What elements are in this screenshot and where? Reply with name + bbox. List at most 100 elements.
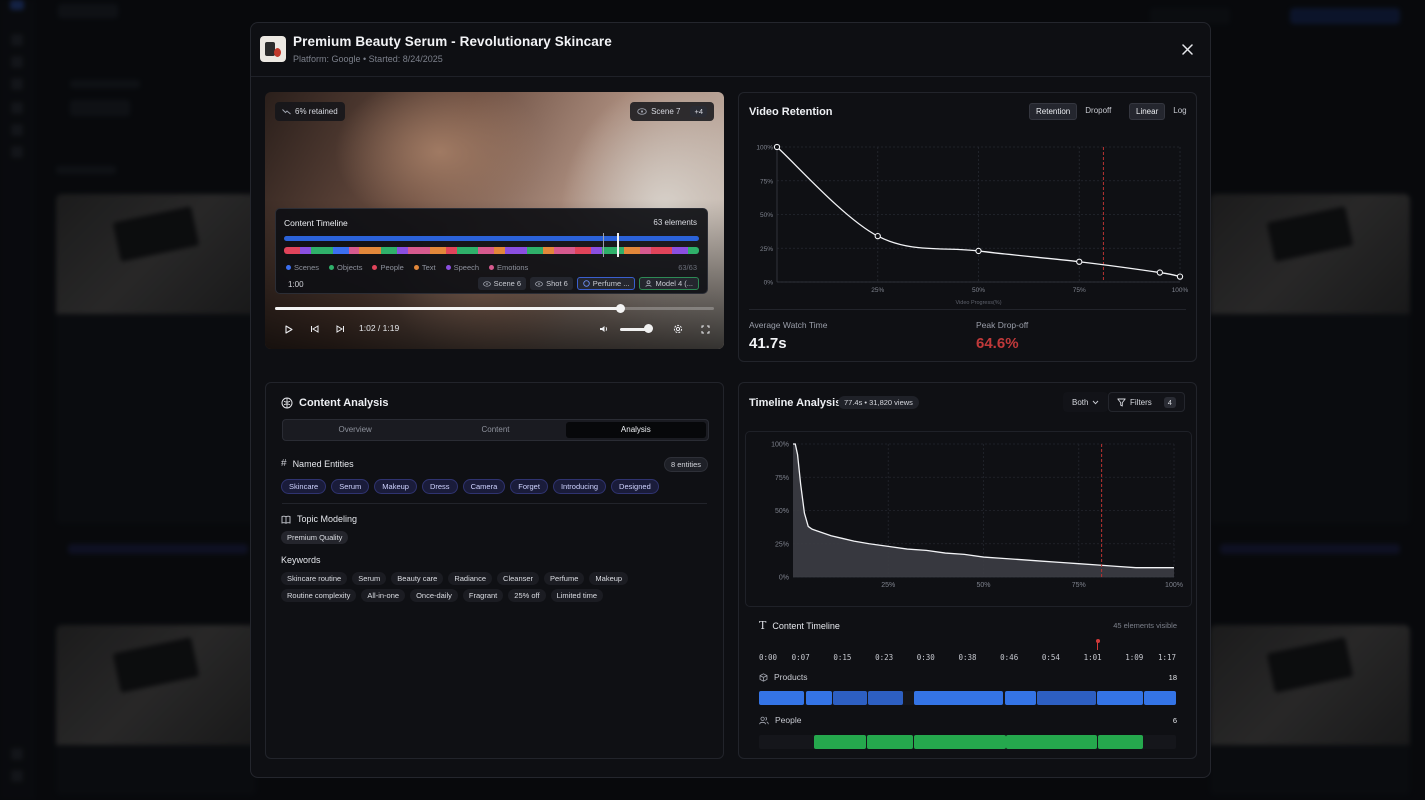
topic-modeling-title: Topic Modeling	[297, 514, 358, 524]
shot-chip[interactable]: Shot 6	[530, 277, 573, 290]
data-point	[874, 232, 881, 240]
timeline-playhead[interactable]	[1097, 641, 1098, 650]
close-button[interactable]	[1178, 40, 1196, 58]
keyword-chip[interactable]: Cleanser	[497, 572, 540, 585]
element-segment[interactable]	[310, 247, 333, 254]
content-timeline-header: T Content Timeline	[759, 619, 840, 632]
seek-bar[interactable]	[275, 304, 714, 313]
tab-overview[interactable]: Overview	[338, 425, 372, 434]
product-segment[interactable]	[1143, 691, 1176, 705]
element-segment[interactable]	[284, 247, 301, 254]
linear-toggle[interactable]: Linear	[1129, 103, 1166, 120]
y-tick-label: 75%	[760, 178, 773, 185]
keyword-chip[interactable]: Makeup	[589, 572, 629, 585]
entity-chip[interactable]: Dress	[421, 479, 458, 494]
scene-pill[interactable]: Scene 7 +4	[630, 102, 714, 121]
log-toggle[interactable]: Log	[1173, 106, 1187, 115]
entity-chip[interactable]: Camera	[462, 479, 506, 494]
element-segment[interactable]	[429, 247, 446, 254]
person-segment[interactable]	[913, 735, 1006, 749]
video-player[interactable]: 6% retained Scene 7 +4 Content Timeline …	[265, 92, 724, 349]
product-segment[interactable]	[868, 691, 904, 705]
element-segment[interactable]	[602, 247, 624, 254]
element-segment[interactable]	[650, 247, 673, 254]
person-segment[interactable]	[1097, 735, 1144, 749]
element-segment[interactable]	[526, 247, 543, 254]
topic-chip[interactable]: Premium Quality	[281, 531, 349, 544]
trending-down-icon	[282, 109, 291, 115]
fullscreen-button[interactable]	[698, 322, 712, 336]
person-chip[interactable]: Model 4 (...	[639, 277, 699, 290]
person-segment[interactable]	[1006, 735, 1097, 749]
seek-handle[interactable]	[616, 304, 626, 313]
element-segment[interactable]	[397, 247, 408, 254]
keyword-chip[interactable]: Perfume	[544, 572, 585, 585]
element-segment[interactable]	[348, 247, 360, 254]
entity-chip[interactable]: Forget	[510, 479, 548, 494]
product-chip[interactable]: Perfume ...	[576, 277, 636, 290]
element-segment[interactable]	[445, 247, 457, 254]
element-segment[interactable]	[623, 247, 640, 254]
product-segment[interactable]	[805, 691, 833, 705]
element-segment[interactable]	[542, 247, 554, 254]
keyword-chip[interactable]: Limited time	[550, 589, 604, 602]
element-segment[interactable]	[575, 247, 592, 254]
element-segment[interactable]	[553, 247, 576, 254]
element-segment[interactable]	[300, 247, 311, 254]
element-segment[interactable]	[359, 247, 382, 254]
entity-chip[interactable]: Designed	[611, 479, 659, 494]
entity-chip[interactable]: Makeup	[374, 479, 417, 494]
element-segment[interactable]	[478, 247, 495, 254]
settings-button[interactable]	[671, 322, 685, 336]
dropoff-toggle[interactable]: Dropoff	[1085, 106, 1112, 115]
element-segment[interactable]	[381, 247, 398, 254]
product-segment[interactable]	[914, 691, 1003, 705]
element-segment[interactable]	[639, 247, 651, 254]
keyword-chip[interactable]: Fragrant	[462, 589, 504, 602]
skip-forward-button[interactable]	[334, 322, 346, 336]
person-segment[interactable]	[814, 735, 866, 749]
keyword-chip[interactable]: 25% off	[508, 589, 546, 602]
product-segment[interactable]	[759, 691, 805, 705]
tab-content[interactable]: Content	[481, 425, 510, 434]
tab-analysis[interactable]: Analysis	[565, 422, 706, 438]
filters-button[interactable]: Filters 4	[1108, 392, 1185, 412]
keyword-chip[interactable]: Skincare routine	[281, 572, 348, 585]
overlay-legend: Scenes Objects People Text Speech Emotions	[286, 263, 528, 272]
mode-dropdown[interactable]: Both	[1063, 392, 1109, 412]
element-segment[interactable]	[407, 247, 430, 254]
entity-chip[interactable]: Serum	[331, 479, 370, 494]
keyword-chip[interactable]: Once-daily	[410, 589, 458, 602]
element-segment[interactable]	[456, 247, 479, 254]
elements-track[interactable]	[284, 247, 699, 254]
keyword-chip[interactable]: Routine complexity	[281, 589, 357, 602]
element-segment[interactable]	[591, 247, 603, 254]
entity-chip[interactable]: Introducing	[552, 479, 607, 494]
scene-chip[interactable]: Scene 6	[477, 277, 527, 290]
retention-toggle[interactable]: Retention	[1029, 103, 1078, 120]
keyword-chip[interactable]: Serum	[352, 572, 387, 585]
product-segment[interactable]	[1036, 691, 1097, 705]
scenes-track[interactable]	[284, 236, 699, 241]
keyword-chip[interactable]: All-in-one	[361, 589, 406, 602]
play-button[interactable]	[283, 322, 295, 336]
mute-button[interactable]	[598, 322, 610, 336]
entity-chip[interactable]: Skincare	[281, 479, 327, 494]
volume-handle[interactable]	[644, 324, 653, 333]
product-segment[interactable]	[1005, 691, 1036, 705]
timeline-tick: 0:30	[916, 653, 935, 662]
x-tick-label: 100%	[1172, 287, 1189, 294]
element-segment[interactable]	[505, 247, 527, 254]
data-point	[773, 143, 781, 151]
volume-slider[interactable]	[620, 328, 648, 331]
keyword-chip[interactable]: Radiance	[448, 572, 493, 585]
element-segment[interactable]	[332, 247, 349, 254]
skip-back-button[interactable]	[308, 322, 320, 336]
element-segment[interactable]	[672, 247, 689, 254]
element-segment[interactable]	[494, 247, 506, 254]
person-segment[interactable]	[866, 735, 913, 749]
element-segment[interactable]	[688, 247, 699, 254]
product-segment[interactable]	[1097, 691, 1144, 705]
product-segment[interactable]	[833, 691, 868, 705]
keyword-chip[interactable]: Beauty care	[391, 572, 444, 585]
